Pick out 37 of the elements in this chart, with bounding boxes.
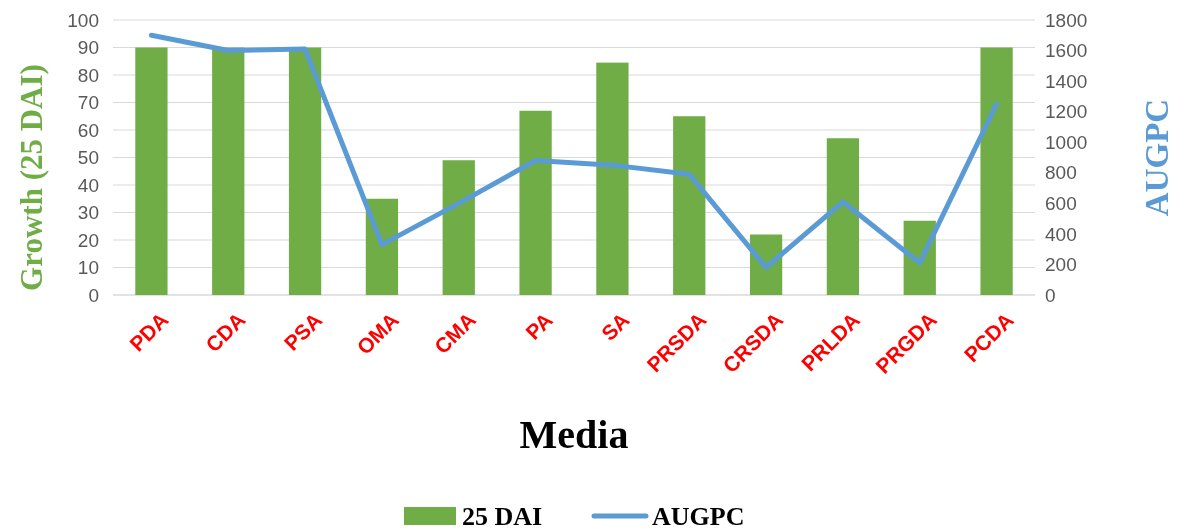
y-tick-label: 20 xyxy=(77,229,99,251)
y2-tick-label: 1600 xyxy=(1045,40,1088,62)
x-tick-label: SA xyxy=(596,307,634,345)
y2-tick-label: 400 xyxy=(1045,223,1077,245)
y-tick-label: 70 xyxy=(77,92,99,114)
legend-label: AUGPC xyxy=(652,502,745,532)
bar xyxy=(135,47,168,295)
y2-tick-label: 200 xyxy=(1045,254,1077,276)
y-tick-label: 10 xyxy=(77,257,99,279)
bar xyxy=(673,116,706,295)
x-axis-title: Media xyxy=(519,412,629,457)
bar xyxy=(980,47,1013,295)
y-tick-label: 60 xyxy=(77,119,99,141)
y2-axis-title: AUGPC xyxy=(1139,98,1175,217)
y-tick-label: 100 xyxy=(67,9,99,31)
bar xyxy=(212,47,245,295)
y-tick-label: 50 xyxy=(77,147,99,169)
y2-tick-label: 1000 xyxy=(1045,131,1088,153)
y2-tick-label: 800 xyxy=(1045,162,1077,184)
y2-tick-label: 0 xyxy=(1045,284,1056,306)
y2-tick-label: 1800 xyxy=(1045,9,1088,31)
legend-label: 25 DAI xyxy=(462,502,543,532)
y-axis-title: Growth (25 DAI) xyxy=(14,64,49,291)
y-tick-label: 80 xyxy=(77,64,99,86)
y2-tick-label: 1400 xyxy=(1045,70,1088,92)
y-tick-label: 90 xyxy=(77,37,99,59)
bar xyxy=(596,62,629,295)
bar xyxy=(288,47,322,295)
y2-tick-label: 600 xyxy=(1045,192,1077,214)
bar xyxy=(442,160,475,295)
y-tick-label: 30 xyxy=(77,202,99,224)
bar xyxy=(519,110,552,295)
bar xyxy=(826,138,860,295)
x-tick-label: PA xyxy=(521,307,557,344)
y-tick-label: 40 xyxy=(77,174,99,196)
y-tick-label: 0 xyxy=(88,284,99,306)
y2-tick-label: 1200 xyxy=(1045,101,1088,123)
